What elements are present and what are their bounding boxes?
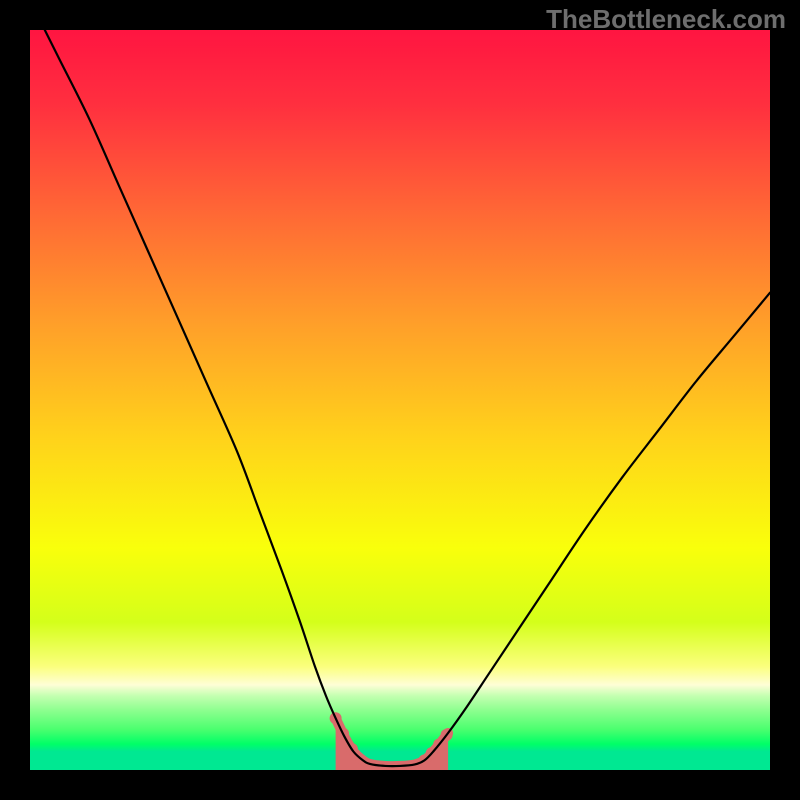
plot-area bbox=[30, 30, 770, 770]
watermark-text: TheBottleneck.com bbox=[546, 4, 786, 35]
chart-svg bbox=[30, 30, 770, 770]
gradient-bg bbox=[30, 30, 770, 770]
chart-frame: TheBottleneck.com bbox=[0, 0, 800, 800]
